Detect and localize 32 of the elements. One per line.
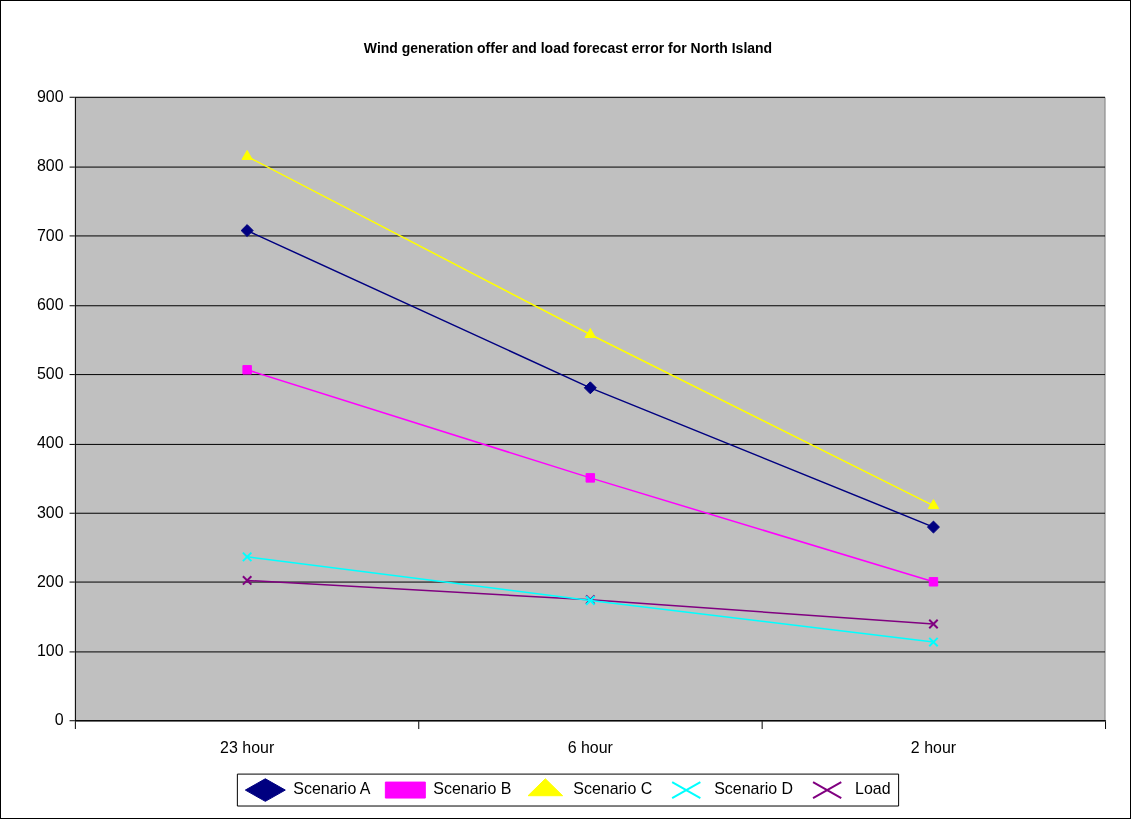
y-tick-label: 0 (54, 711, 64, 729)
point (927, 499, 940, 510)
legend-label: Scenario D (714, 780, 794, 798)
point (928, 636, 939, 648)
y-tick-label: 900 (36, 87, 64, 105)
legend-label: Scenario C (573, 780, 653, 798)
y-tick-label: 600 (36, 295, 64, 313)
x-tick-label: 6 hour (567, 738, 614, 756)
y-tick-label: 500 (36, 365, 64, 383)
legend-label: Scenario B (433, 780, 512, 798)
point (583, 381, 597, 395)
point (926, 520, 940, 534)
point (241, 575, 253, 586)
point (242, 365, 252, 375)
point (584, 328, 596, 338)
point (240, 224, 254, 238)
y-tick-label: 100 (36, 642, 64, 660)
y-tick-label: 800 (36, 157, 64, 175)
point (928, 618, 939, 630)
x-tick-label: 23 hour (220, 738, 275, 756)
y-tick-label: 700 (36, 226, 64, 244)
point (241, 551, 253, 563)
point (585, 473, 596, 483)
point (241, 149, 253, 160)
legend-label: Load (855, 780, 891, 798)
chart-title: Wind generation offer and load forecast error for North Island (363, 40, 773, 57)
point (928, 577, 939, 587)
x-tick-label: 2 hour (910, 738, 957, 756)
legend-label: Scenario A (293, 780, 371, 798)
y-tick-label: 400 (36, 434, 64, 452)
y-tick-label: 200 (36, 572, 64, 590)
y-tick-label: 300 (36, 503, 64, 521)
